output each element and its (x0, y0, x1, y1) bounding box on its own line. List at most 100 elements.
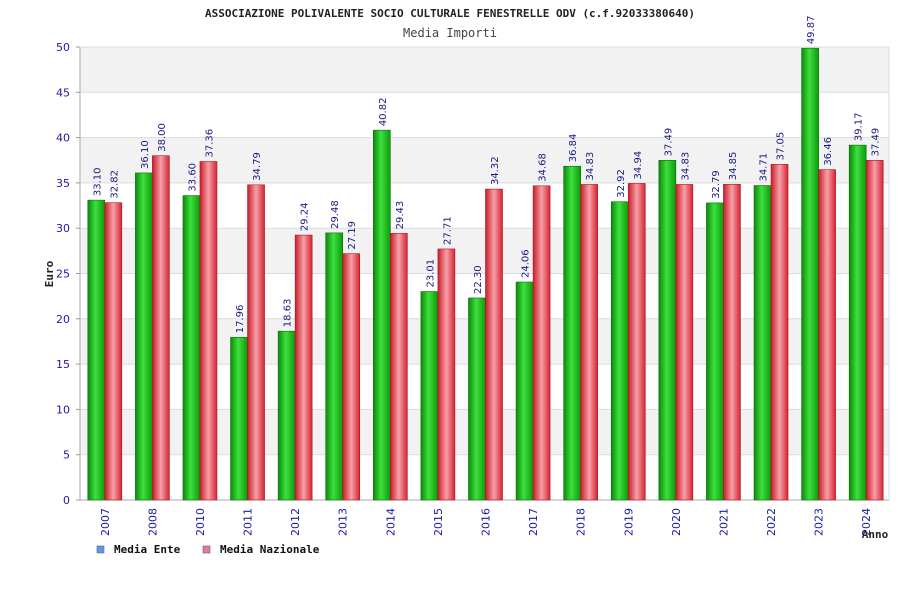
y-tick-label: 10 (56, 403, 70, 416)
bar-media-ente (373, 129, 391, 501)
data-label: 24.06 (521, 249, 532, 278)
data-label: 37.49 (871, 128, 882, 157)
bar-media-ente (135, 172, 153, 501)
data-label: 34.79 (252, 152, 263, 181)
y-tick-label: 25 (56, 268, 70, 281)
data-label: 39.17 (854, 112, 865, 141)
x-tick-label: 2015 (432, 508, 445, 536)
x-tick-label: 2018 (575, 508, 588, 536)
data-label: 40.82 (378, 98, 389, 127)
grid-band (80, 92, 889, 138)
grid-band (80, 47, 889, 93)
y-tick-label: 30 (56, 222, 70, 235)
x-tick-label: 2021 (717, 508, 730, 536)
x-tick-label: 2013 (337, 508, 350, 536)
x-tick-label: 2010 (194, 508, 207, 536)
bar-media-nazionale (104, 202, 123, 501)
data-label: 34.71 (759, 153, 770, 182)
bar-media-nazionale (437, 248, 456, 501)
x-axis-label: Anno (862, 528, 889, 541)
bar-media-ente (515, 281, 534, 501)
x-tick-label: 2024 (860, 508, 873, 536)
data-label: 32.92 (616, 169, 627, 198)
bar-media-nazionale (247, 184, 265, 501)
bar-media-ente (563, 165, 581, 501)
chart-title: ASSOCIAZIONE POLIVALENTE SOCIO CULTURALE… (205, 7, 695, 20)
data-label: 27.71 (442, 216, 453, 245)
data-label: 33.10 (92, 167, 103, 196)
data-label: 29.43 (395, 201, 406, 230)
data-label: 34.85 (728, 152, 739, 181)
bar-media-ente (325, 232, 344, 501)
legend: Media Ente Media Nazionale (96, 543, 320, 556)
data-label: 34.32 (490, 156, 501, 185)
x-tick-label: 2017 (527, 508, 540, 536)
bar-media-ente (801, 47, 819, 501)
chart-subtitle: Media Importi (403, 26, 497, 40)
bar-media-nazionale (675, 184, 694, 501)
x-tick-label: 2007 (99, 508, 112, 536)
data-label: 37.36 (204, 129, 215, 158)
data-label: 29.48 (330, 200, 341, 229)
data-label: 36.84 (568, 134, 579, 163)
bar-media-nazionale (342, 253, 361, 501)
x-tick-label: 2023 (813, 508, 826, 536)
x-tick-label: 2022 (765, 508, 778, 536)
data-label: 29.24 (300, 202, 311, 231)
bar-media-ente (277, 330, 296, 501)
data-label: 32.79 (711, 170, 722, 199)
legend-swatch (202, 545, 211, 554)
x-tick-label: 2012 (289, 508, 302, 536)
bar-media-nazionale (818, 169, 836, 501)
y-tick-label: 40 (56, 132, 70, 145)
data-label: 37.05 (776, 132, 787, 161)
y-tick-label: 35 (56, 177, 70, 190)
data-label: 34.83 (585, 152, 596, 181)
bar-media-ente (230, 336, 248, 501)
x-tick-label: 2014 (384, 508, 397, 536)
y-tick-label: 45 (56, 86, 70, 99)
data-label: 49.87 (806, 16, 817, 45)
y-tick-label: 20 (56, 313, 70, 326)
data-label: 37.49 (663, 128, 674, 157)
y-tick-label: 0 (63, 494, 70, 507)
plot-area: 0 5 10 15 20 25 30 35 40 45 50 33.10 32.82 2007 36.10 3… (56, 16, 890, 536)
bar-media-ente (420, 291, 439, 501)
x-tick-label: 2016 (480, 508, 493, 536)
bar-media-nazionale (580, 184, 598, 501)
bar-media-nazionale (723, 183, 741, 501)
data-label: 18.63 (283, 299, 294, 328)
bar-media-nazionale (152, 155, 170, 501)
data-label: 27.19 (347, 221, 358, 250)
data-label: 22.30 (473, 265, 484, 294)
data-label: 32.82 (109, 170, 120, 199)
y-tick-label: 15 (56, 358, 70, 371)
y-tick-label: 50 (56, 41, 70, 54)
data-label: 34.94 (633, 151, 644, 180)
data-label: 34.83 (680, 152, 691, 181)
bar-media-ente (658, 160, 677, 501)
bar-media-ente (87, 199, 106, 501)
bar-media-nazionale (865, 160, 884, 501)
bar-media-nazionale (627, 183, 646, 501)
legend-entry: Media Ente (114, 543, 181, 556)
x-tick-label: 2011 (242, 508, 255, 536)
x-tick-label: 2008 (146, 508, 159, 536)
data-label: 38.00 (157, 123, 168, 152)
legend-swatch (96, 545, 105, 554)
bar-media-nazionale (485, 188, 503, 501)
data-label: 36.46 (823, 137, 834, 166)
bar-media-ente (848, 144, 867, 501)
bar-media-nazionale (770, 164, 789, 501)
bar-media-ente (610, 201, 629, 501)
legend-entry: Media Nazionale (220, 543, 320, 556)
data-label: 17.96 (235, 305, 246, 334)
bar-media-nazionale (390, 233, 408, 501)
x-tick-label: 2019 (622, 508, 635, 536)
data-label: 34.68 (538, 153, 549, 182)
data-label: 33.60 (187, 163, 198, 192)
y-tick-label: 5 (63, 449, 70, 462)
data-label: 23.01 (425, 259, 436, 288)
bar-media-ente (182, 195, 201, 501)
